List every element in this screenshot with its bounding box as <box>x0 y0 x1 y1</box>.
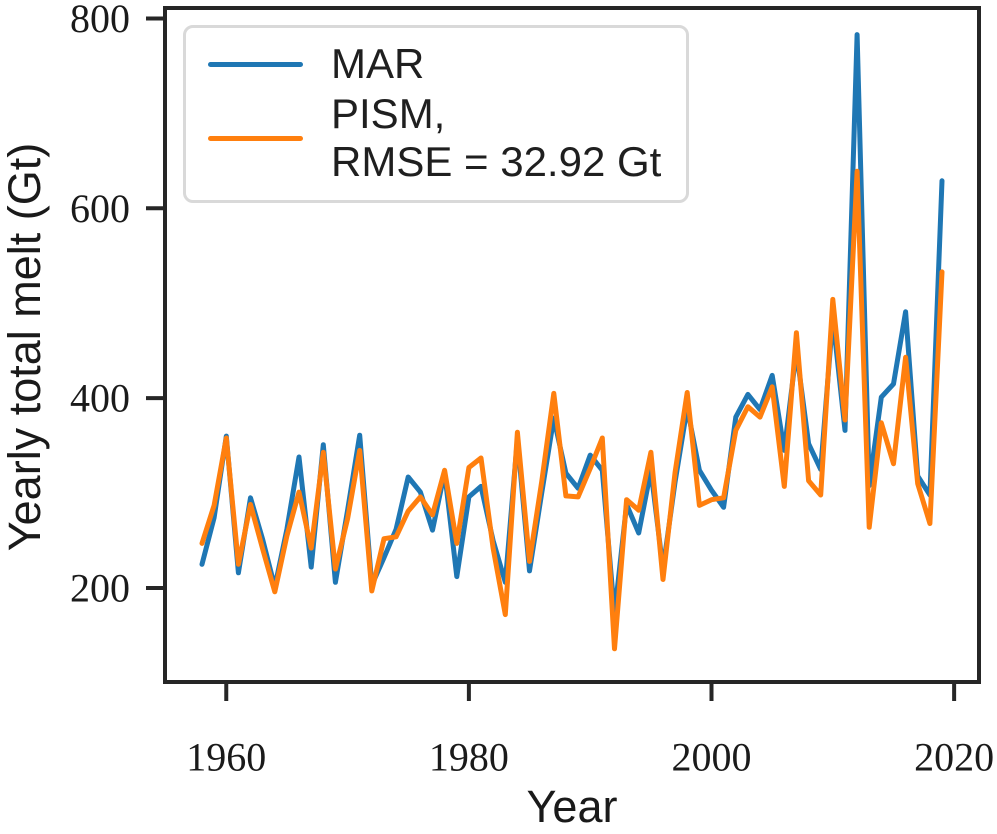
legend-label-pism-line2: RMSE = 32.92 Gt <box>331 138 662 185</box>
pism-line-sample-icon <box>208 135 303 141</box>
legend-entry-pism: PISM, RMSE = 32.92 Gt <box>208 90 676 186</box>
x-tick-label: 1960 <box>186 735 266 780</box>
x-tick-label: 2020 <box>914 735 994 780</box>
y-tick-label: 800 <box>70 0 130 41</box>
y-tick-label: 400 <box>70 376 130 421</box>
legend-entry-mar: MAR <box>208 40 676 88</box>
legend-label-pism-line1: PISM, <box>331 90 446 137</box>
x-tick-label: 2000 <box>672 735 752 780</box>
axes-spines <box>163 6 981 684</box>
y-tick-label: 600 <box>70 186 130 231</box>
legend-label-pism: PISM, RMSE = 32.92 Gt <box>331 90 661 186</box>
y-tick-label: 200 <box>70 566 130 611</box>
legend: MAR PISM, RMSE = 32.92 Gt <box>183 25 689 203</box>
series-line-pism <box>199 168 945 652</box>
x-tick-label: 1980 <box>429 735 509 780</box>
x-axis-label: Year <box>527 781 618 832</box>
plot-area: 1960 1980 2000 2020 200 400 600 800 <box>70 0 994 780</box>
y-axis-label: Yearly total melt (Gt) <box>0 143 50 551</box>
mar-line-sample-icon <box>208 61 303 67</box>
legend-label-mar: MAR <box>331 40 425 87</box>
